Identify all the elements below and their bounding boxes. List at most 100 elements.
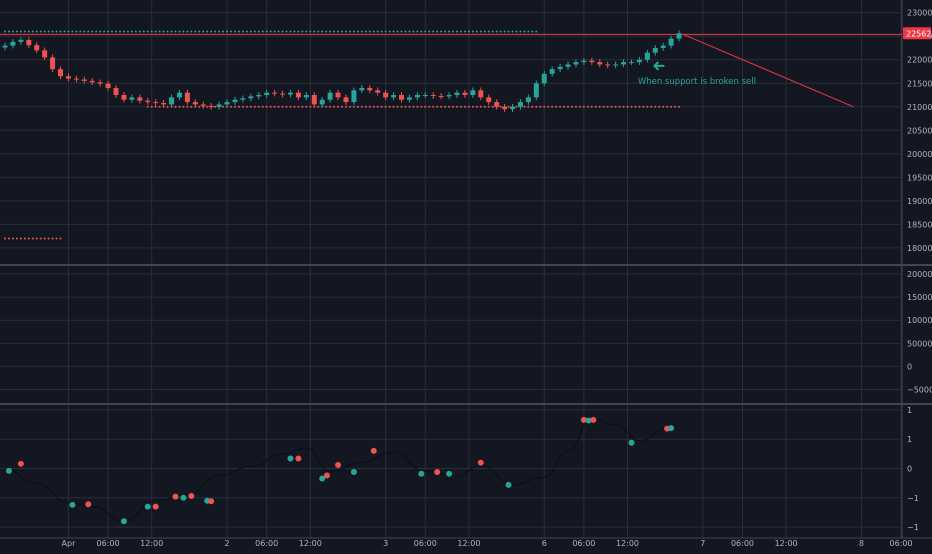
candle[interactable] <box>502 106 508 110</box>
candle[interactable] <box>589 60 595 63</box>
candle[interactable] <box>430 95 436 97</box>
support-dot <box>376 105 379 108</box>
support-dot <box>186 105 189 108</box>
trendline[interactable] <box>682 33 854 108</box>
candle[interactable] <box>280 93 286 95</box>
candle[interactable] <box>533 83 539 98</box>
candle[interactable] <box>81 79 87 81</box>
candle[interactable] <box>287 92 293 95</box>
candle[interactable] <box>169 97 175 105</box>
candle[interactable] <box>26 39 32 46</box>
candle[interactable] <box>462 92 468 96</box>
candle[interactable] <box>113 87 119 96</box>
candle[interactable] <box>613 64 619 66</box>
candle[interactable] <box>97 82 103 84</box>
oscillator-marker <box>295 455 302 462</box>
candle[interactable] <box>652 47 658 53</box>
candle[interactable] <box>121 95 127 100</box>
candle[interactable] <box>628 62 634 64</box>
candle[interactable] <box>200 104 206 106</box>
candle[interactable] <box>668 38 674 46</box>
candle[interactable] <box>161 103 167 105</box>
oscillator-marker <box>477 459 484 466</box>
candle[interactable] <box>105 83 111 88</box>
candle[interactable] <box>517 102 523 107</box>
candle[interactable] <box>311 95 317 105</box>
candle[interactable] <box>272 92 278 94</box>
candle[interactable] <box>597 62 603 65</box>
candle[interactable] <box>327 92 333 100</box>
resistance-dot <box>321 30 324 33</box>
resistance-dot <box>11 30 14 33</box>
candle[interactable] <box>494 102 500 107</box>
candle[interactable] <box>208 105 214 107</box>
candle[interactable] <box>644 52 650 60</box>
candle[interactable] <box>232 99 238 103</box>
candle[interactable] <box>676 33 682 39</box>
candle[interactable] <box>636 59 642 63</box>
candle[interactable] <box>224 102 230 105</box>
candle[interactable] <box>65 76 71 79</box>
candle[interactable] <box>2 45 8 48</box>
candle[interactable] <box>89 80 95 83</box>
candle[interactable] <box>581 60 587 63</box>
candle[interactable] <box>391 95 397 98</box>
candle[interactable] <box>438 95 444 97</box>
candle[interactable] <box>375 90 381 93</box>
candle[interactable] <box>42 50 48 58</box>
resistance-dot <box>420 30 423 33</box>
old-support-dot <box>4 237 6 240</box>
candle[interactable] <box>18 39 24 42</box>
candle[interactable] <box>359 87 365 91</box>
candle[interactable] <box>256 95 262 97</box>
candle[interactable] <box>240 98 246 100</box>
support-dot <box>523 105 526 108</box>
candle[interactable] <box>303 95 309 98</box>
candle[interactable] <box>573 62 579 65</box>
candle[interactable] <box>58 69 64 77</box>
candle[interactable] <box>137 97 143 101</box>
candle[interactable] <box>216 104 222 107</box>
candle[interactable] <box>510 106 516 110</box>
candle[interactable] <box>153 102 159 104</box>
candle[interactable] <box>351 90 357 103</box>
candle[interactable] <box>145 100 151 103</box>
candle[interactable] <box>399 95 404 100</box>
support-dot <box>360 105 363 108</box>
candle[interactable] <box>10 41 16 46</box>
candle[interactable] <box>34 45 40 51</box>
candle[interactable] <box>660 45 666 48</box>
candle[interactable] <box>367 87 373 91</box>
candle[interactable] <box>176 92 182 98</box>
candle[interactable] <box>454 92 460 96</box>
candle[interactable] <box>525 97 531 103</box>
candle[interactable] <box>335 92 341 98</box>
candle[interactable] <box>192 102 198 105</box>
candle[interactable] <box>383 92 389 98</box>
candle[interactable] <box>446 95 452 97</box>
candle[interactable] <box>248 96 254 99</box>
candle[interactable] <box>319 99 325 105</box>
candle[interactable] <box>184 92 190 103</box>
support-dot <box>297 105 300 108</box>
candle[interactable] <box>605 64 611 66</box>
candle[interactable] <box>557 66 563 70</box>
candle[interactable] <box>414 95 420 98</box>
candle[interactable] <box>73 78 79 80</box>
candle[interactable] <box>549 69 555 74</box>
candle[interactable] <box>541 73 547 84</box>
candle[interactable] <box>470 90 476 96</box>
candle[interactable] <box>478 90 484 98</box>
candle[interactable] <box>295 92 301 98</box>
candle[interactable] <box>406 97 412 100</box>
candle[interactable] <box>486 97 492 103</box>
candle[interactable] <box>50 57 56 70</box>
candle[interactable] <box>343 97 349 103</box>
candle[interactable] <box>129 97 135 100</box>
candle[interactable] <box>422 95 428 97</box>
candle[interactable] <box>565 64 571 67</box>
candle[interactable] <box>264 92 270 96</box>
candle[interactable] <box>621 62 627 65</box>
